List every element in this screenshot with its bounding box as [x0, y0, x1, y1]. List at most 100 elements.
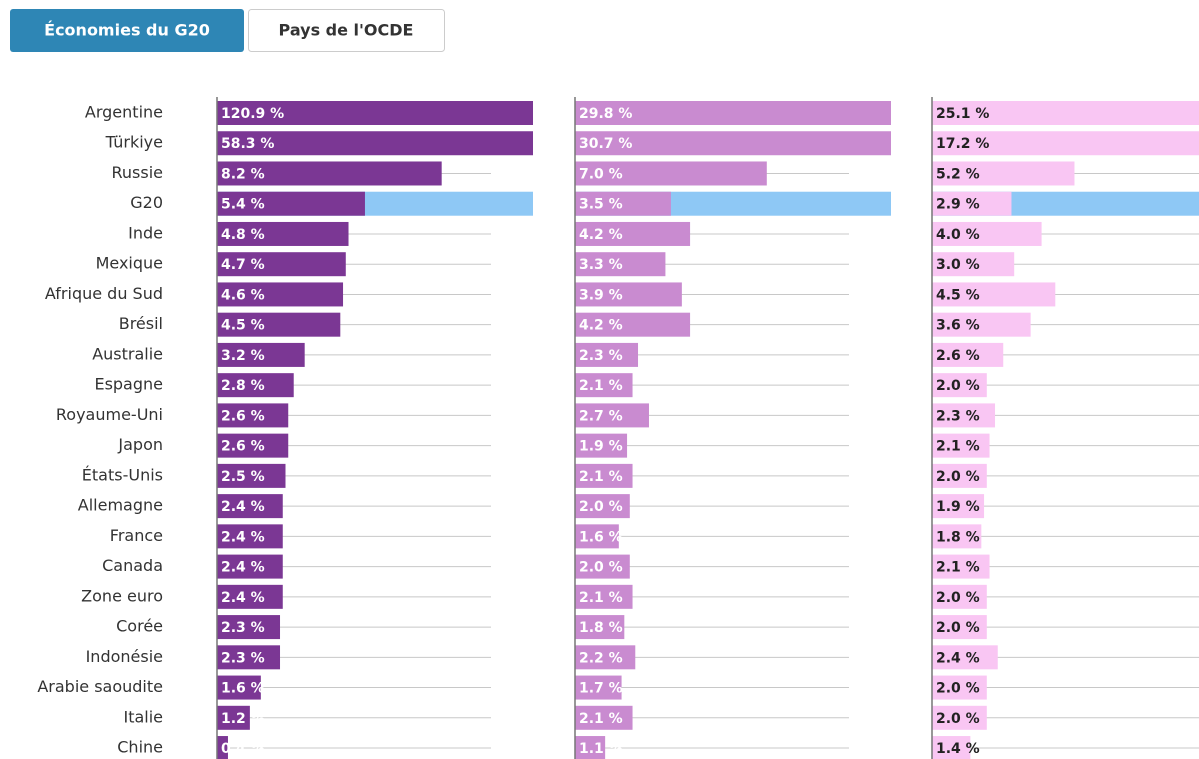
- value-label: 2.6 %: [936, 348, 980, 364]
- bar: [932, 494, 985, 519]
- bar: [575, 101, 891, 125]
- bar: [932, 312, 1031, 337]
- value-label: 2.0 %: [936, 620, 980, 636]
- category-label: Corée: [116, 617, 163, 636]
- category-label: Inde: [128, 223, 163, 242]
- category-label: Russie: [112, 163, 164, 182]
- value-label: 2.9 %: [936, 197, 980, 213]
- value-label: 2.0 %: [936, 711, 980, 727]
- tab-label[interactable]: Économies du G20: [44, 21, 210, 40]
- bar: [217, 433, 289, 458]
- bar: [932, 554, 990, 579]
- bar: [217, 645, 281, 670]
- bar: [575, 131, 891, 156]
- category-label: Mexique: [96, 254, 163, 273]
- value-label: 7.0 %: [579, 166, 623, 182]
- tab-label[interactable]: Pays de l'OCDE: [279, 21, 414, 40]
- value-label: 3.0 %: [936, 257, 980, 273]
- category-label: Zone euro: [81, 586, 163, 605]
- bar: [217, 221, 349, 246]
- bar: [575, 705, 633, 730]
- value-label: 5.2 %: [936, 166, 980, 182]
- value-label: 3.3 %: [579, 257, 623, 273]
- value-label: 2.4 %: [936, 650, 980, 666]
- bar: [932, 282, 1056, 307]
- value-label: 4.0 %: [936, 227, 980, 243]
- value-label: 1.6 %: [221, 681, 265, 697]
- bar: [217, 736, 228, 759]
- bar: [217, 463, 286, 488]
- bar: [217, 191, 365, 216]
- tab-active[interactable]: Économies du G20: [10, 9, 244, 52]
- value-label: 4.7 %: [221, 257, 265, 273]
- bar-panel: 29.8 % 30.7 % 7.0 % 3.5 % 4.2 % 3.3 % 3.9 % 4.2…: [575, 101, 891, 759]
- value-label: 1.2 %: [221, 711, 265, 727]
- bar: [575, 584, 633, 609]
- bar: [575, 433, 628, 458]
- bar: [932, 705, 987, 730]
- bar: [575, 554, 630, 579]
- bar: [217, 554, 283, 579]
- value-label: 1.6 %: [579, 529, 623, 545]
- value-label: 2.1 %: [579, 378, 623, 394]
- value-label: 1.4 %: [936, 741, 980, 757]
- bar: [932, 736, 971, 759]
- value-label: 17.2 %: [936, 136, 989, 152]
- value-label: 1.8 %: [936, 529, 980, 545]
- value-label: 2.4 %: [221, 499, 265, 515]
- category-label: Afrique du Sud: [45, 284, 163, 303]
- bar: [932, 373, 987, 398]
- value-label: 3.5 %: [579, 197, 623, 213]
- category-label: France: [110, 526, 163, 545]
- bar: [932, 342, 1004, 367]
- category-label: Arabie saoudite: [37, 677, 163, 696]
- bar: [575, 675, 622, 700]
- bar: [575, 252, 666, 277]
- value-label: 3.9 %: [579, 287, 623, 303]
- category-label: Allemagne: [78, 496, 163, 515]
- value-label: 2.8 %: [221, 378, 265, 394]
- category-label: Royaume-Uni: [56, 405, 163, 424]
- value-label: 1.1 %: [579, 741, 623, 757]
- bar-panel: 25.1 % 17.2 % 5.2 % 2.9 % 4.0 % 3.0 % 4.5 % 3.6…: [932, 101, 1199, 759]
- value-label: 2.1 %: [579, 469, 623, 485]
- bar: [575, 161, 767, 186]
- bar: [932, 191, 1012, 216]
- bar: [932, 131, 1199, 156]
- bar: [932, 252, 1015, 277]
- bar: [217, 161, 442, 186]
- bar: [575, 736, 606, 759]
- value-label: 0.4 %: [221, 741, 265, 757]
- category-label: Indonésie: [86, 647, 163, 666]
- category-label: G20: [130, 193, 163, 212]
- tab[interactable]: Pays de l'OCDE: [248, 9, 445, 52]
- value-label: 4.5 %: [936, 287, 980, 303]
- value-label: 1.9 %: [579, 439, 623, 455]
- bar: [217, 312, 341, 337]
- value-label: 4.8 %: [221, 227, 265, 243]
- bar: [932, 403, 996, 428]
- bar: [217, 403, 289, 428]
- value-label: 5.4 %: [221, 197, 265, 213]
- bar: [217, 342, 305, 367]
- bar: [575, 645, 636, 670]
- bar: [932, 161, 1075, 186]
- value-label: 2.1 %: [579, 590, 623, 606]
- value-label: 2.3 %: [579, 348, 623, 364]
- value-label: 2.1 %: [579, 711, 623, 727]
- bar: [575, 312, 691, 337]
- value-label: 2.2 %: [579, 650, 623, 666]
- bar: [932, 675, 987, 700]
- category-label: Argentine: [85, 103, 163, 122]
- value-label: 2.0 %: [936, 681, 980, 697]
- bar: [217, 705, 250, 730]
- value-label: 2.7 %: [579, 408, 623, 424]
- bar-panel: 120.9 % 58.3 % 8.2 % 5.4 % 4.8 % 4.7 % 4.6 % 4.…: [217, 101, 533, 759]
- bar: [217, 131, 533, 156]
- bar: [932, 463, 987, 488]
- bar: [575, 221, 691, 246]
- bar: [217, 282, 344, 307]
- value-label: 2.0 %: [579, 560, 623, 576]
- value-label: 2.3 %: [221, 650, 265, 666]
